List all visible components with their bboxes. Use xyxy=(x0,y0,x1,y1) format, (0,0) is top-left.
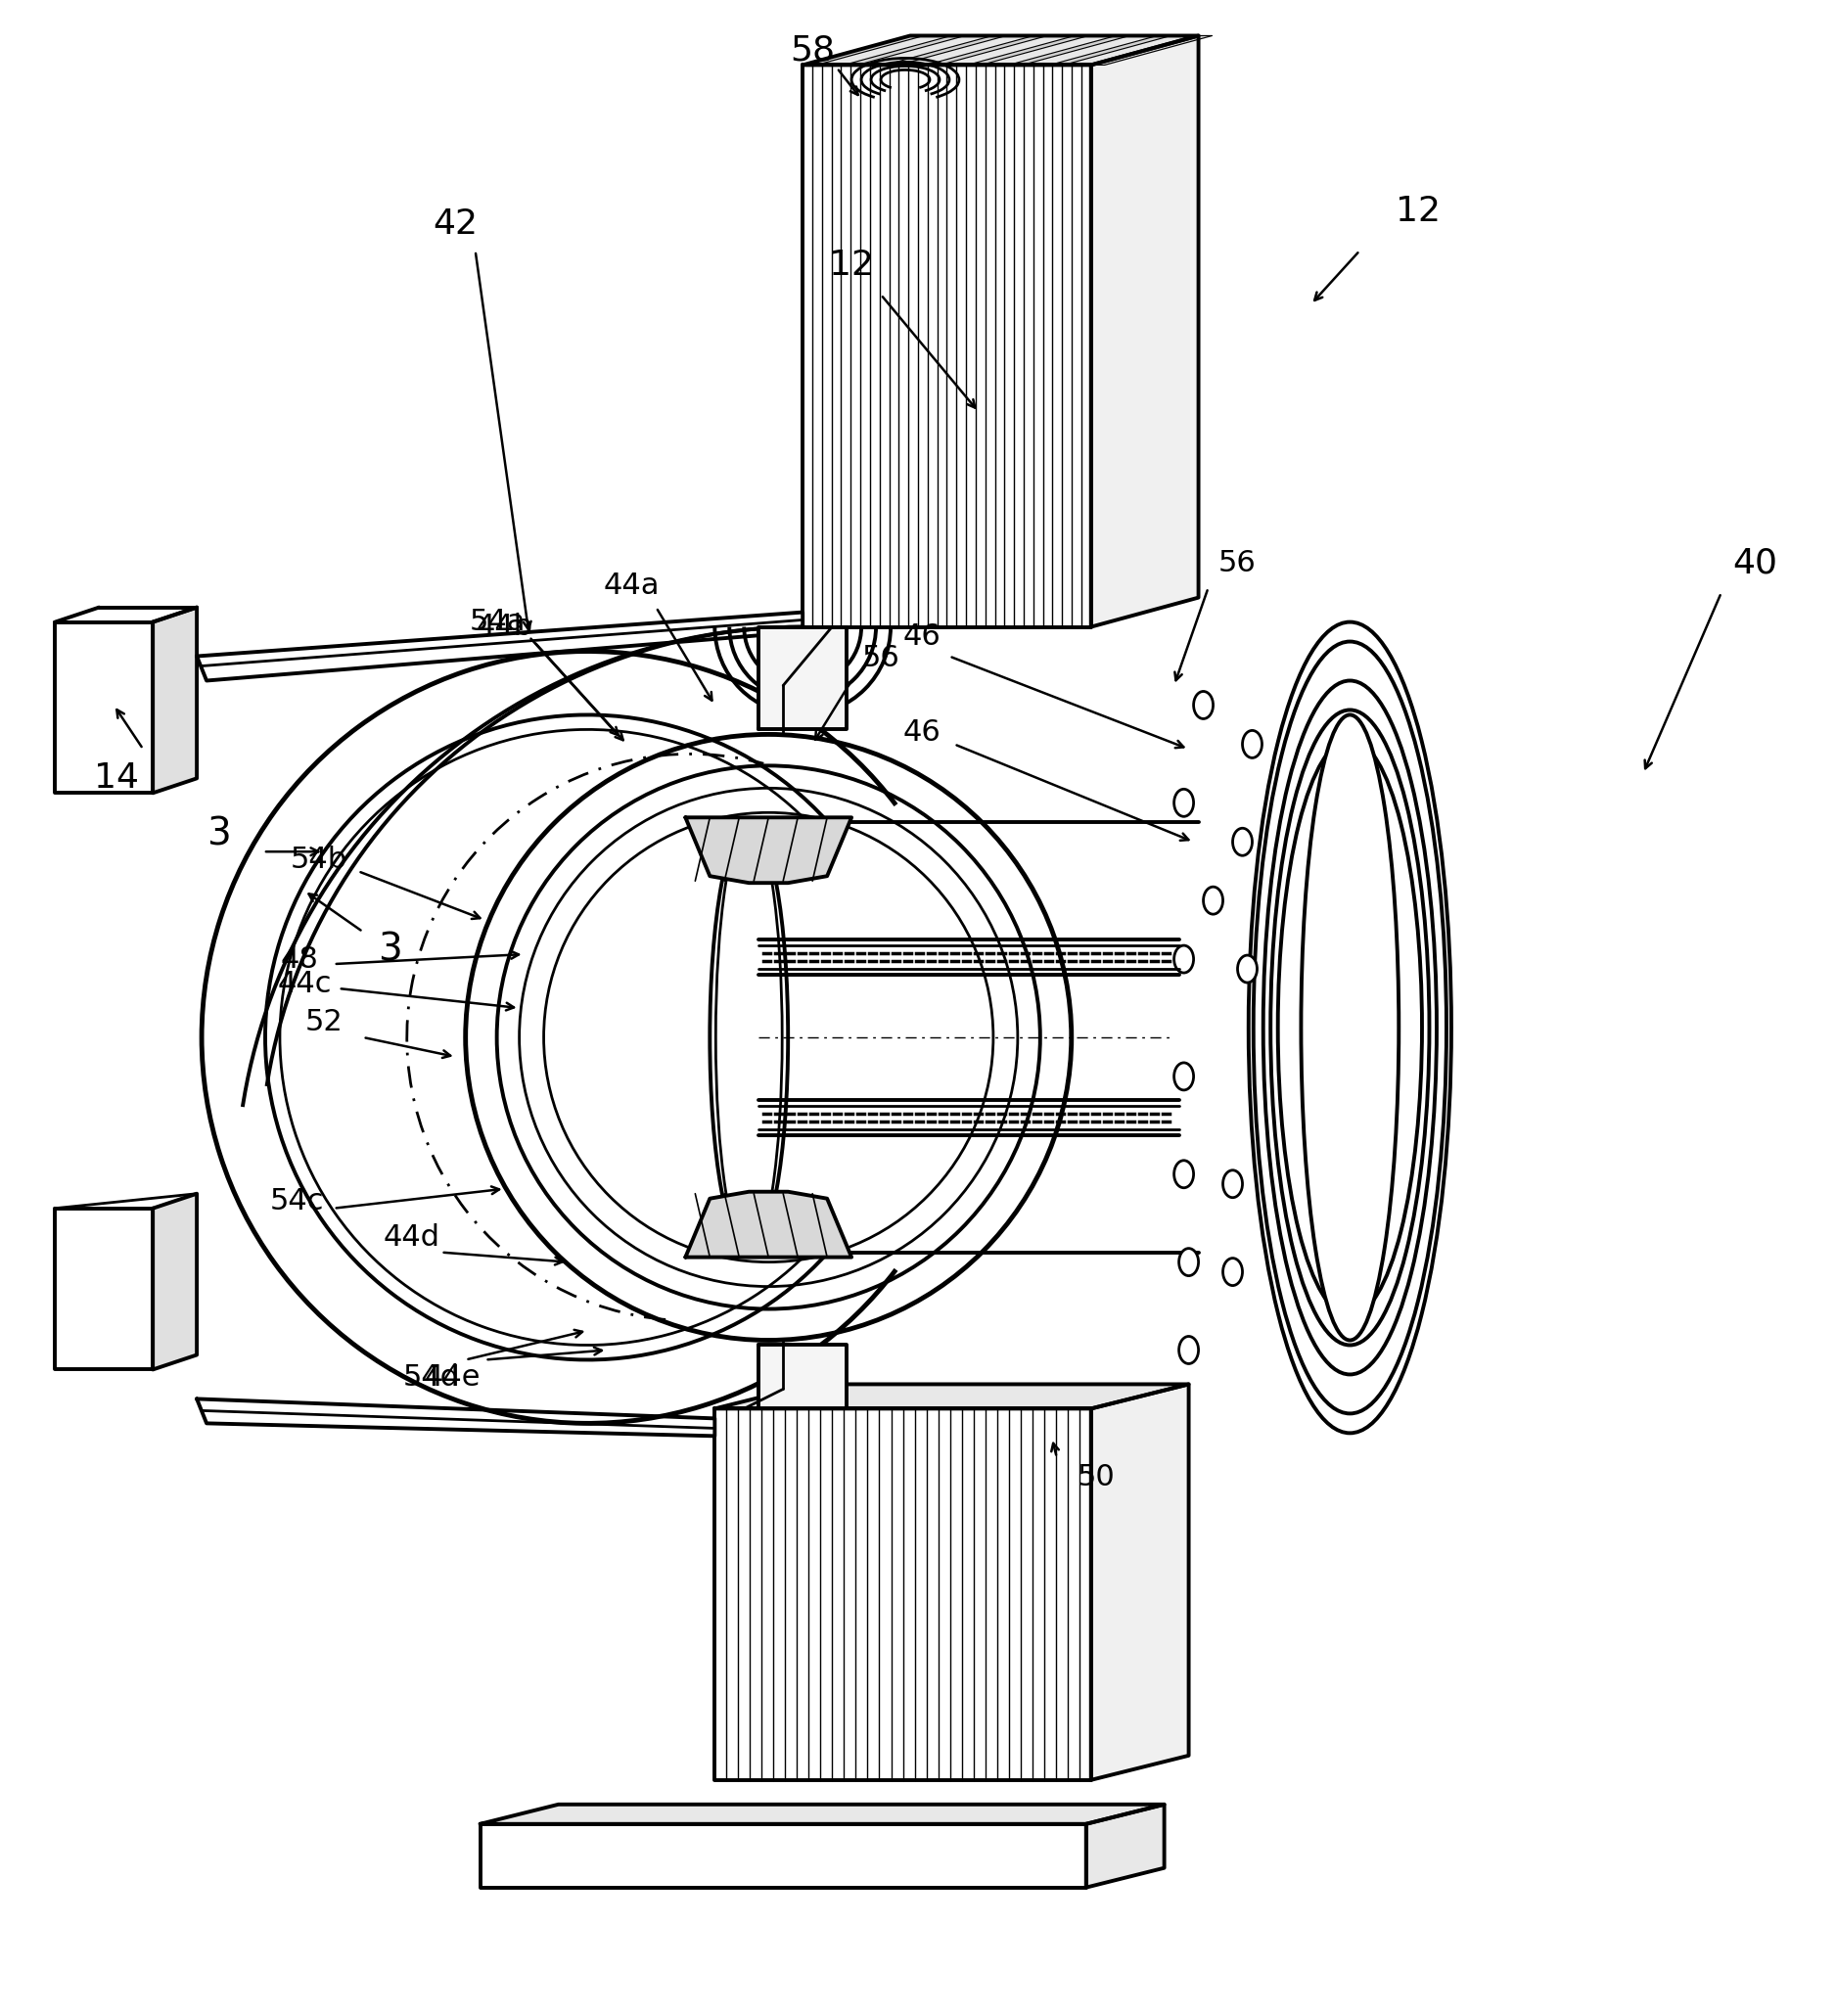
Text: 48: 48 xyxy=(281,946,318,974)
Polygon shape xyxy=(1091,1385,1188,1780)
Polygon shape xyxy=(845,36,966,65)
Polygon shape xyxy=(196,1399,714,1435)
Polygon shape xyxy=(685,1191,852,1258)
Polygon shape xyxy=(925,36,1047,65)
Text: 3: 3 xyxy=(206,814,230,853)
Text: 58: 58 xyxy=(789,34,835,67)
Polygon shape xyxy=(885,36,1006,65)
Text: 54c: 54c xyxy=(270,1187,323,1216)
Polygon shape xyxy=(1091,36,1199,627)
Ellipse shape xyxy=(545,814,991,1260)
Text: 44d: 44d xyxy=(384,1224,441,1252)
Text: 44e: 44e xyxy=(424,1363,481,1391)
Ellipse shape xyxy=(711,823,788,1252)
Polygon shape xyxy=(1050,36,1171,65)
Polygon shape xyxy=(714,1409,1091,1780)
Text: 44c: 44c xyxy=(277,970,332,998)
Text: 46: 46 xyxy=(903,718,940,746)
Polygon shape xyxy=(802,36,924,65)
Polygon shape xyxy=(714,1385,1188,1409)
Ellipse shape xyxy=(1223,1169,1243,1198)
Text: 42: 42 xyxy=(433,208,479,242)
Ellipse shape xyxy=(1179,1248,1199,1276)
Text: 56: 56 xyxy=(861,643,900,673)
Polygon shape xyxy=(481,1804,1164,1824)
Text: 54d: 54d xyxy=(402,1363,459,1391)
Ellipse shape xyxy=(1173,1062,1193,1091)
Polygon shape xyxy=(968,36,1089,65)
Ellipse shape xyxy=(1193,691,1214,720)
Text: 46: 46 xyxy=(903,623,940,651)
Polygon shape xyxy=(481,1824,1087,1887)
Ellipse shape xyxy=(1173,1161,1193,1187)
Polygon shape xyxy=(758,627,846,730)
Ellipse shape xyxy=(1223,1258,1243,1286)
Ellipse shape xyxy=(1173,946,1193,974)
Polygon shape xyxy=(1091,36,1212,65)
Text: 44a: 44a xyxy=(604,573,659,601)
Text: 54a: 54a xyxy=(470,607,525,637)
Text: 50: 50 xyxy=(1078,1464,1114,1492)
Text: 52: 52 xyxy=(305,1008,343,1036)
Text: 3: 3 xyxy=(378,931,402,968)
Polygon shape xyxy=(55,1208,152,1369)
Ellipse shape xyxy=(1232,829,1252,855)
Text: 14: 14 xyxy=(94,762,140,794)
Text: 44b: 44b xyxy=(476,613,532,641)
Ellipse shape xyxy=(1302,716,1399,1341)
Ellipse shape xyxy=(1243,730,1261,758)
Polygon shape xyxy=(1087,1804,1164,1887)
Polygon shape xyxy=(152,607,196,792)
Ellipse shape xyxy=(1179,1337,1199,1363)
Polygon shape xyxy=(802,36,1199,65)
Ellipse shape xyxy=(1237,956,1258,982)
Polygon shape xyxy=(1008,36,1129,65)
Text: 12: 12 xyxy=(1395,196,1441,228)
Text: 56: 56 xyxy=(1219,548,1256,577)
Text: 12: 12 xyxy=(716,825,762,859)
Text: 40: 40 xyxy=(1733,546,1777,581)
Ellipse shape xyxy=(1203,887,1223,913)
Polygon shape xyxy=(685,816,852,883)
Polygon shape xyxy=(196,613,802,681)
Ellipse shape xyxy=(1173,788,1193,816)
Polygon shape xyxy=(802,65,1091,627)
Polygon shape xyxy=(55,623,152,792)
Text: 12: 12 xyxy=(830,248,874,282)
Text: 54b: 54b xyxy=(290,845,347,873)
Polygon shape xyxy=(152,1193,196,1369)
Polygon shape xyxy=(758,1345,846,1409)
